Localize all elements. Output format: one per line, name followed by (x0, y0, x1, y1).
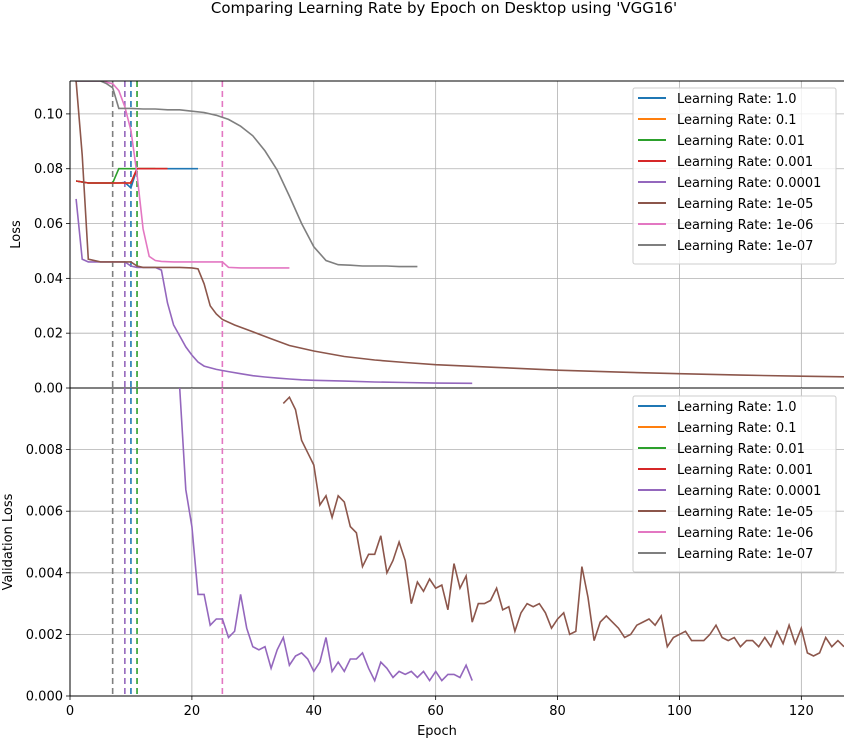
y-tick-label: 0.08 (34, 162, 63, 177)
legend-label: Learning Rate: 0.0001 (677, 484, 821, 499)
y-tick-label: 0.008 (26, 443, 63, 458)
x-tick-label: 120 (789, 704, 814, 719)
x-axis-label: Epoch (417, 724, 457, 739)
x-tick-label: 40 (306, 704, 323, 719)
x-tick-label: 80 (549, 704, 566, 719)
y-tick-label: 0.000 (26, 690, 63, 705)
y-tick-label: 0.04 (34, 272, 63, 287)
x-tick-label: 20 (184, 704, 201, 719)
legend-label: Learning Rate: 1.0 (677, 92, 797, 107)
legend-label: Learning Rate: 0.1 (677, 421, 797, 436)
series-group (75, 81, 844, 385)
legend-label: Learning Rate: 1e-07 (677, 239, 813, 254)
series-line (75, 81, 844, 378)
series-line (282, 395, 844, 657)
y-tick-label: 0.004 (26, 566, 63, 581)
legend-label: Learning Rate: 0.01 (677, 442, 805, 457)
legend-box (632, 395, 837, 573)
x-tick-label: 0 (66, 704, 74, 719)
series-line (76, 81, 290, 269)
series-line (178, 388, 473, 683)
series-line (75, 198, 473, 385)
series-line (75, 167, 168, 184)
series-line (75, 167, 168, 184)
legend-label: Learning Rate: 1.0 (677, 400, 797, 415)
legend-label: Learning Rate: 0.0001 (677, 176, 821, 191)
y-tick-label: 0.02 (34, 327, 63, 342)
legend-label: Learning Rate: 0.01 (677, 134, 805, 149)
y-tick-label: 0.06 (34, 217, 63, 232)
legend-box (632, 87, 837, 265)
legend-label: Learning Rate: 1e-06 (677, 218, 813, 233)
x-tick-label: 60 (427, 704, 444, 719)
loss-axes: 0.00 0.02 0.04 0.06 0.08 0.10 Loss Learning Rat… (9, 80, 844, 397)
series-line (76, 81, 418, 268)
validation-loss-axes: 0.000 0.002 0.004 0.006 0.008 0 20 40 60 80 100 120… (1, 388, 844, 739)
y-tick-label: 0.00 (34, 382, 63, 397)
y-axis-label: Validation Loss (1, 493, 16, 590)
chart-title: Comparing Learning Rate by Epoch on Desk… (211, 0, 677, 17)
legend-label: Learning Rate: 0.1 (677, 113, 797, 128)
y-tick-label: 0.006 (26, 505, 63, 520)
series-line (75, 167, 156, 184)
legend-label: Learning Rate: 1e-05 (677, 197, 813, 212)
y-tick-label: 0.10 (34, 107, 63, 122)
legend-label: Learning Rate: 0.001 (677, 463, 813, 478)
y-axis-label: Loss (9, 220, 24, 249)
legend: Learning Rate: 1.0 Learning Rate: 0.1 Lear… (632, 395, 837, 573)
x-tick-label: 100 (667, 704, 692, 719)
series-group (178, 388, 844, 683)
legend-label: Learning Rate: 0.001 (677, 155, 813, 170)
legend-label: Learning Rate: 1e-06 (677, 526, 813, 541)
legend-label: Learning Rate: 1e-05 (677, 505, 813, 520)
y-tick-label: 0.002 (26, 628, 63, 643)
legend-label: Learning Rate: 1e-07 (677, 547, 813, 562)
legend: Learning Rate: 1.0 Learning Rate: 0.1 Lear… (632, 87, 837, 265)
